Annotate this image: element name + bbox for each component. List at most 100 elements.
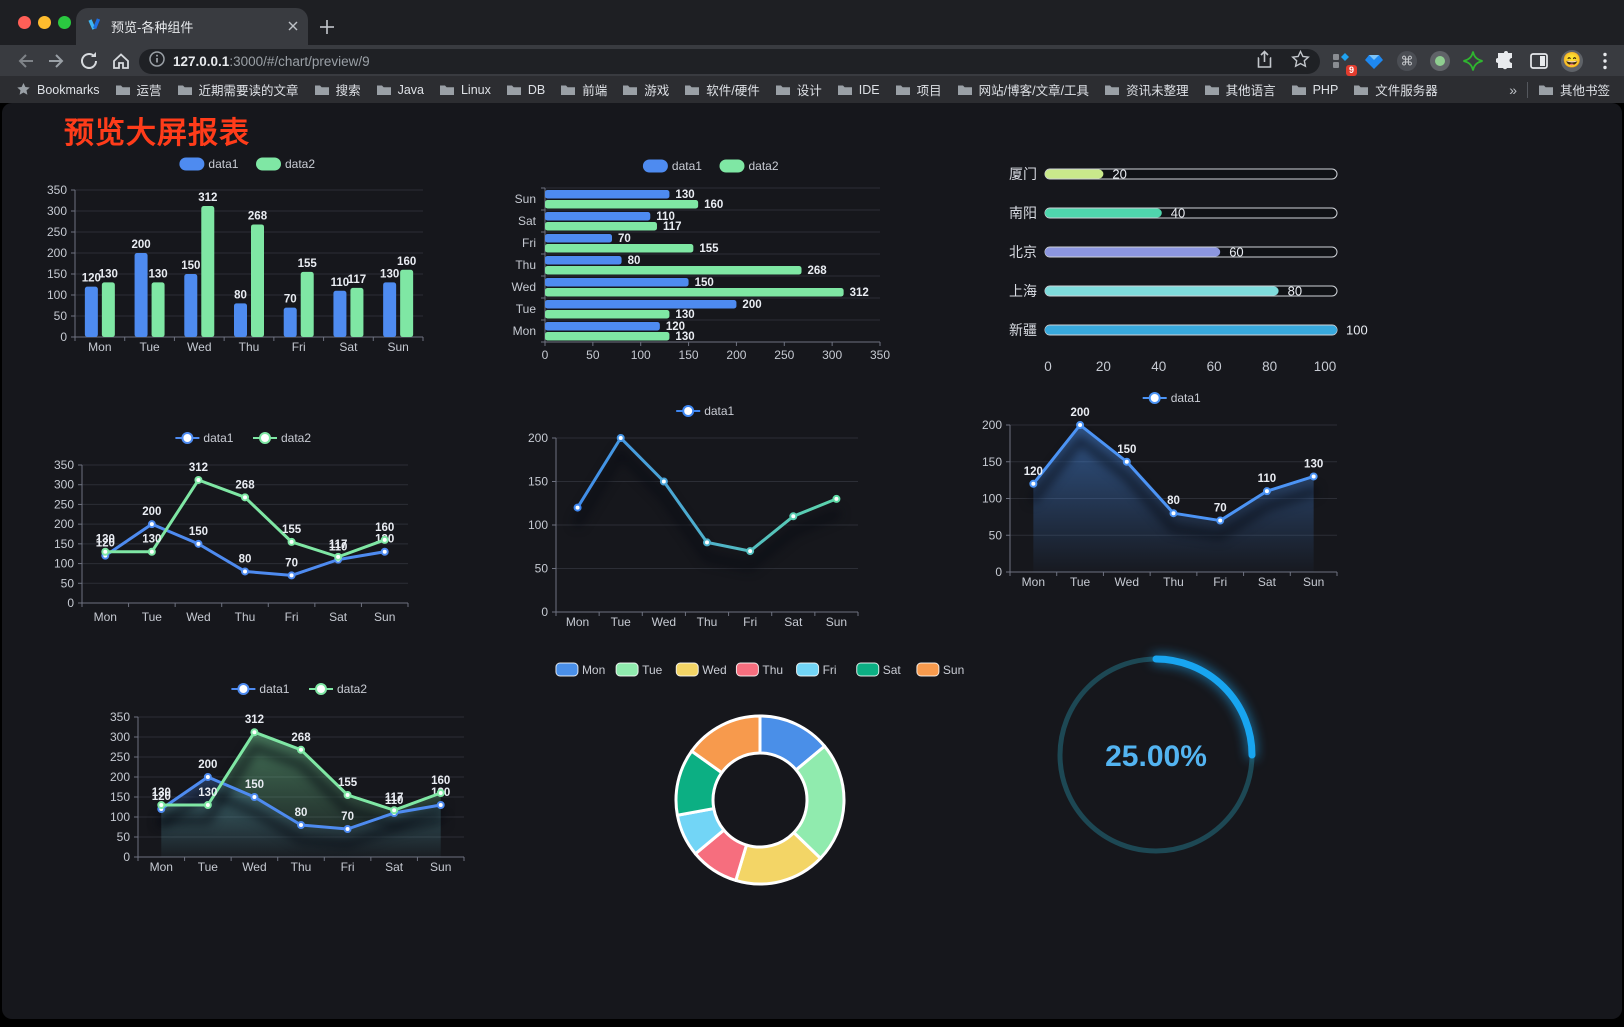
bookmarks-right-cluster: » 其他书签: [1509, 76, 1610, 103]
svg-text:150: 150: [528, 475, 548, 489]
folder-icon: [314, 85, 329, 95]
bookmark-folder[interactable]: DB: [506, 83, 545, 97]
svg-text:155: 155: [298, 258, 318, 270]
chart-line-two-series[interactable]: data1 data2 0 50 100 150 200 250 300 350 Mon Tue Wed…: [40, 425, 470, 642]
bookmarks-root[interactable]: Bookmarks: [16, 82, 100, 97]
svg-text:117: 117: [348, 274, 367, 286]
avatar[interactable]: 😄: [1561, 49, 1583, 72]
tab-close-icon[interactable]: [288, 18, 298, 36]
svg-text:Sat: Sat: [784, 615, 803, 629]
svg-text:130: 130: [99, 268, 118, 280]
close-window-button[interactable]: [18, 16, 31, 29]
svg-text:160: 160: [704, 199, 723, 211]
svg-text:Sun: Sun: [1303, 575, 1324, 589]
chart-area-two-series[interactable]: data1 data2 0 50 100 150 200 250 300 350 Mon Tue Wed…: [100, 668, 535, 895]
svg-text:80: 80: [295, 807, 308, 819]
share-icon[interactable]: [1256, 49, 1273, 74]
bookmark-folder[interactable]: 设计: [775, 80, 822, 99]
home-icon[interactable]: [106, 47, 136, 75]
chart-gauge[interactable]: 25.00%: [1038, 640, 1278, 880]
reload-icon[interactable]: [74, 47, 104, 75]
svg-text:Sat: Sat: [339, 340, 358, 354]
svg-text:data1: data1: [208, 157, 238, 171]
bookmark-folder[interactable]: 运营: [115, 80, 162, 99]
svg-text:200: 200: [982, 418, 1002, 432]
svg-text:Tue: Tue: [1070, 575, 1091, 589]
chart-donut-pie[interactable]: Mon Tue Wed Thu Fri Sat Sun: [540, 640, 980, 895]
svg-text:Thu: Thu: [697, 615, 718, 629]
green-star-icon[interactable]: [1462, 50, 1484, 72]
svg-text:Sat: Sat: [1258, 575, 1277, 589]
svg-text:120: 120: [666, 321, 685, 333]
new-tab-button[interactable]: [314, 14, 340, 40]
extensions-row: 9 ⌘ 😄: [1330, 45, 1616, 76]
bookmarks-separator: [1526, 81, 1528, 98]
bookmark-folder[interactable]: PHP: [1291, 83, 1338, 97]
site-info-icon[interactable]: [149, 51, 165, 72]
bookmark-folder[interactable]: Java: [376, 83, 424, 97]
svg-text:80: 80: [1288, 284, 1302, 299]
svg-text:130: 130: [675, 309, 694, 321]
svg-text:268: 268: [235, 479, 255, 491]
chart-progress-bars[interactable]: 厦门 20 南阳 40 北京 60 上海 80 新疆 100 0 20 40 60 80 100: [980, 150, 1400, 387]
chart-grouped-bar[interactable]: data1 data2 0 50 100 150 200 250 300 350 Mon Tue Wed…: [40, 150, 470, 367]
bookmark-folder[interactable]: 软件/硬件: [684, 80, 760, 99]
chart-line-gradient[interactable]: data1 0 50 100 150 200 Mon Tue Wed Thu Fri Sat Sun: [495, 393, 935, 635]
svg-text:50: 50: [535, 562, 549, 576]
svg-text:200: 200: [131, 239, 150, 251]
svg-text:300: 300: [110, 730, 130, 744]
command-circle-icon[interactable]: ⌘: [1396, 50, 1418, 72]
svg-text:data2: data2: [281, 431, 311, 445]
forward-icon[interactable]: [42, 47, 72, 75]
bookmark-folder[interactable]: 项目: [895, 80, 942, 99]
bookmark-folder[interactable]: 近期需要读的文章: [177, 80, 299, 99]
gem-icon[interactable]: [1363, 50, 1385, 72]
bookmark-folder[interactable]: 资讯未整理: [1104, 80, 1189, 99]
bookmark-folder[interactable]: Linux: [439, 83, 491, 97]
bookmark-folder[interactable]: 网站/博客/文章/工具: [957, 80, 1089, 99]
menu-kebab-icon[interactable]: [1594, 50, 1616, 72]
svg-text:Wed: Wed: [242, 860, 266, 874]
bookmarks-overflow-chevron[interactable]: »: [1509, 81, 1517, 98]
sidebar-icon[interactable]: [1528, 50, 1550, 72]
svg-text:110: 110: [329, 542, 348, 554]
svg-text:0: 0: [995, 565, 1002, 579]
svg-text:200: 200: [726, 348, 746, 362]
address-bar[interactable]: 127.0.0.1:3000/#/chart/preview/9: [139, 49, 1320, 74]
svg-text:120: 120: [152, 791, 171, 803]
browser-tab[interactable]: 预览-各种组件: [76, 8, 308, 45]
bookmark-folder[interactable]: 游戏: [622, 80, 669, 99]
chart-horizontal-bar[interactable]: data1 data2 Sun 130 160 Sat 110 117 Fri 70 155 Thu 8…: [495, 150, 930, 373]
other-bookmarks-folder[interactable]: 其他书签: [1538, 80, 1610, 99]
bookmark-folder[interactable]: 前端: [560, 80, 607, 99]
svg-text:Sun: Sun: [387, 340, 408, 354]
svg-text:100: 100: [54, 557, 74, 571]
back-icon[interactable]: [10, 47, 40, 75]
bookmark-folder[interactable]: IDE: [837, 83, 880, 97]
bookmark-star-icon[interactable]: [1291, 49, 1310, 74]
svg-text:150: 150: [982, 455, 1002, 469]
minimize-window-button[interactable]: [38, 16, 51, 29]
svg-text:350: 350: [110, 710, 130, 724]
record-circle-icon[interactable]: [1429, 50, 1451, 72]
svg-text:268: 268: [291, 732, 311, 744]
bookmark-folder[interactable]: 其他语言: [1204, 80, 1276, 99]
folder-icon: [177, 85, 192, 95]
svg-text:120: 120: [82, 273, 101, 285]
svg-text:300: 300: [54, 478, 74, 492]
folder-icon: [957, 85, 972, 95]
puzzle-icon[interactable]: [1495, 50, 1517, 72]
svg-text:Mon: Mon: [94, 610, 117, 624]
bookmark-folder[interactable]: 文件服务器: [1353, 80, 1438, 99]
bookmarks-bar: Bookmarks 运营 近期需要读的文章 搜索 Java Linux DB 前端 游戏 软件/…: [0, 76, 1624, 103]
svg-text:200: 200: [1070, 407, 1089, 419]
chart-area-single[interactable]: data1 0 50 100 150 200 Mon Tue Wed Thu Fri Sat Sun 12…: [980, 383, 1400, 603]
svg-text:130: 130: [142, 534, 161, 546]
maximize-window-button[interactable]: [58, 16, 71, 29]
svg-text:155: 155: [282, 524, 302, 536]
extension-grid-diamond-icon[interactable]: 9: [1330, 50, 1357, 76]
folder-icon: [685, 85, 700, 95]
svg-text:上海: 上海: [1009, 283, 1037, 299]
bookmark-folder[interactable]: 搜索: [314, 80, 361, 99]
svg-text:130: 130: [675, 189, 694, 201]
